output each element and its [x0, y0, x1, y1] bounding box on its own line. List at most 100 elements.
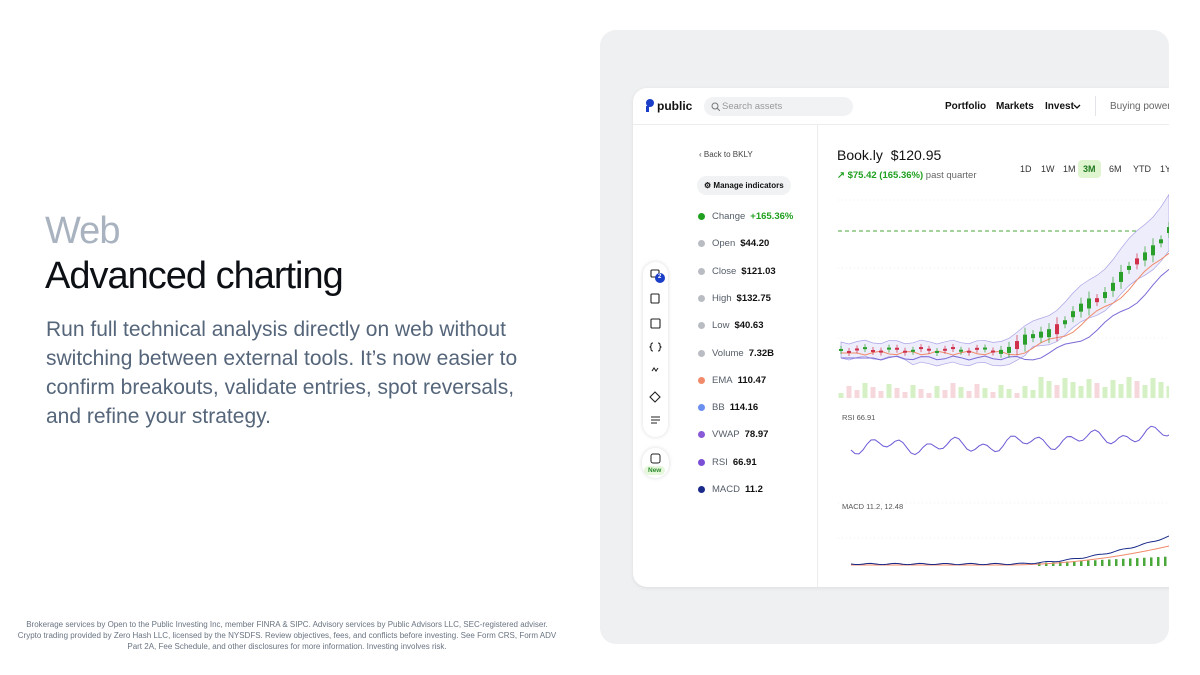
nav-link[interactable]: Markets	[996, 101, 1034, 112]
volume-bar	[1038, 377, 1044, 398]
indicator-value: 11.2	[744, 484, 763, 495]
volume-bar	[838, 393, 844, 398]
stock-name: Book.ly	[837, 147, 883, 163]
volume-bar	[1110, 380, 1116, 398]
range-button[interactable]: 3M	[1078, 160, 1101, 178]
indicator-value: 66.91	[732, 456, 757, 468]
stock-header: Book.ly $120.95	[837, 147, 941, 163]
candle	[1135, 258, 1139, 265]
range-button[interactable]: 1Y	[1160, 164, 1169, 174]
rsi-line	[850, 425, 1169, 456]
indicator-name: Close	[712, 265, 737, 277]
indicator-value: $121.03	[741, 265, 776, 277]
indicator: Open $44.20	[712, 238, 769, 249]
nav-link[interactable]: Invest	[1045, 101, 1074, 112]
divider	[817, 124, 818, 587]
indicator-dot	[698, 376, 705, 384]
indicator: Change +165.36%	[712, 211, 793, 222]
candle	[1071, 311, 1075, 318]
volume-bar	[950, 383, 956, 398]
candle	[1095, 298, 1099, 303]
volume-bar	[1094, 383, 1100, 398]
search-box[interactable]: Search assets	[704, 97, 853, 116]
candle	[895, 347, 899, 350]
change-period: past quarter	[925, 170, 977, 181]
logo: public	[657, 99, 693, 113]
range-button[interactable]: YTD	[1133, 164, 1151, 174]
candle	[951, 347, 955, 350]
indicator-name: Open	[712, 238, 736, 250]
divider	[1095, 96, 1096, 116]
disclaimer: Brokerage services by Open to the Public…	[0, 619, 574, 652]
nav-link[interactable]: Portfolio	[945, 101, 987, 112]
range-button[interactable]: 6M	[1109, 164, 1122, 174]
volume-bar	[1102, 387, 1108, 398]
volume-bar	[1158, 382, 1164, 398]
tool-icons[interactable]	[643, 262, 668, 437]
indicator: EMA 110.47	[712, 375, 766, 386]
volume-bar	[1030, 390, 1036, 398]
indicator: RSI 66.91	[712, 457, 757, 468]
volume-bar	[990, 392, 996, 398]
stock-price: $120.95	[890, 147, 942, 163]
disclaimer-line: Brokerage services by Open to the Public…	[26, 620, 548, 629]
candle	[1167, 227, 1169, 234]
volume-bar	[1070, 382, 1076, 398]
indicator: MACD 11.2	[712, 484, 763, 495]
chevron	[1073, 104, 1081, 109]
macd-histogram	[1087, 560, 1090, 566]
indicator-value: 78.97	[744, 429, 769, 441]
rsi-label: RSI 66.91	[842, 413, 876, 422]
volume-bar	[1006, 389, 1012, 398]
screenshot-panel: public Search assets Portfolio Markets I…	[600, 30, 1169, 644]
buying-power[interactable]: Buying power	[1110, 101, 1169, 112]
new-label: New	[644, 466, 666, 475]
volume-bar	[1062, 378, 1068, 398]
indicator: Low $40.63	[712, 320, 764, 331]
macd-histogram	[1157, 557, 1160, 566]
stock-change-row: ↗ $75.42 (165.36%) past quarter	[837, 170, 977, 181]
indicator-name: RSI	[712, 456, 728, 468]
indicator-dot	[698, 431, 705, 439]
macd-histogram	[1150, 557, 1153, 566]
body-line: switching between external tools. It’s n…	[46, 347, 518, 370]
indicator-dot	[698, 404, 705, 412]
volume-bar	[894, 388, 900, 398]
volume-bar	[1118, 384, 1124, 398]
macd-histogram	[1059, 561, 1062, 566]
range-button[interactable]: 1M	[1063, 164, 1076, 174]
indicator-value: $132.75	[736, 292, 771, 304]
new-tool[interactable]: New	[642, 448, 669, 478]
volume-bar	[870, 387, 876, 398]
volume-bar	[1046, 381, 1052, 398]
body-line: Run full technical analysis directly on …	[46, 318, 506, 341]
indicator-dot	[698, 267, 705, 275]
volume-bar	[998, 385, 1004, 398]
range-button[interactable]: 1D	[1020, 164, 1032, 174]
range-button[interactable]: 1W	[1041, 164, 1055, 174]
candle	[1143, 252, 1147, 261]
volume-bar	[1014, 393, 1020, 398]
candle	[1103, 292, 1107, 299]
macd-histogram	[1101, 559, 1104, 566]
volume-bar	[926, 393, 932, 398]
volume-bar	[846, 386, 852, 398]
indicator-value: +165.36%	[750, 211, 794, 222]
volume-bar	[1126, 377, 1132, 398]
volume-bar	[862, 383, 868, 398]
macd-histogram	[1122, 558, 1125, 566]
candle	[887, 347, 891, 350]
body-text: Run full technical analysis directly on …	[46, 315, 517, 431]
manage-button[interactable]: ⚙ Manage indicators	[697, 176, 791, 195]
indicator: BB 114.16	[712, 402, 758, 413]
indicator-name: Volume	[712, 347, 744, 359]
tool-icon	[650, 453, 661, 464]
volume-bar	[1078, 386, 1084, 398]
bb-line	[841, 269, 1169, 361]
logo-icon	[646, 99, 654, 112]
candle	[927, 348, 931, 351]
candle	[943, 348, 947, 351]
back-link[interactable]: ‹ Back to BKLY	[699, 150, 753, 159]
volume-bar	[878, 391, 884, 398]
